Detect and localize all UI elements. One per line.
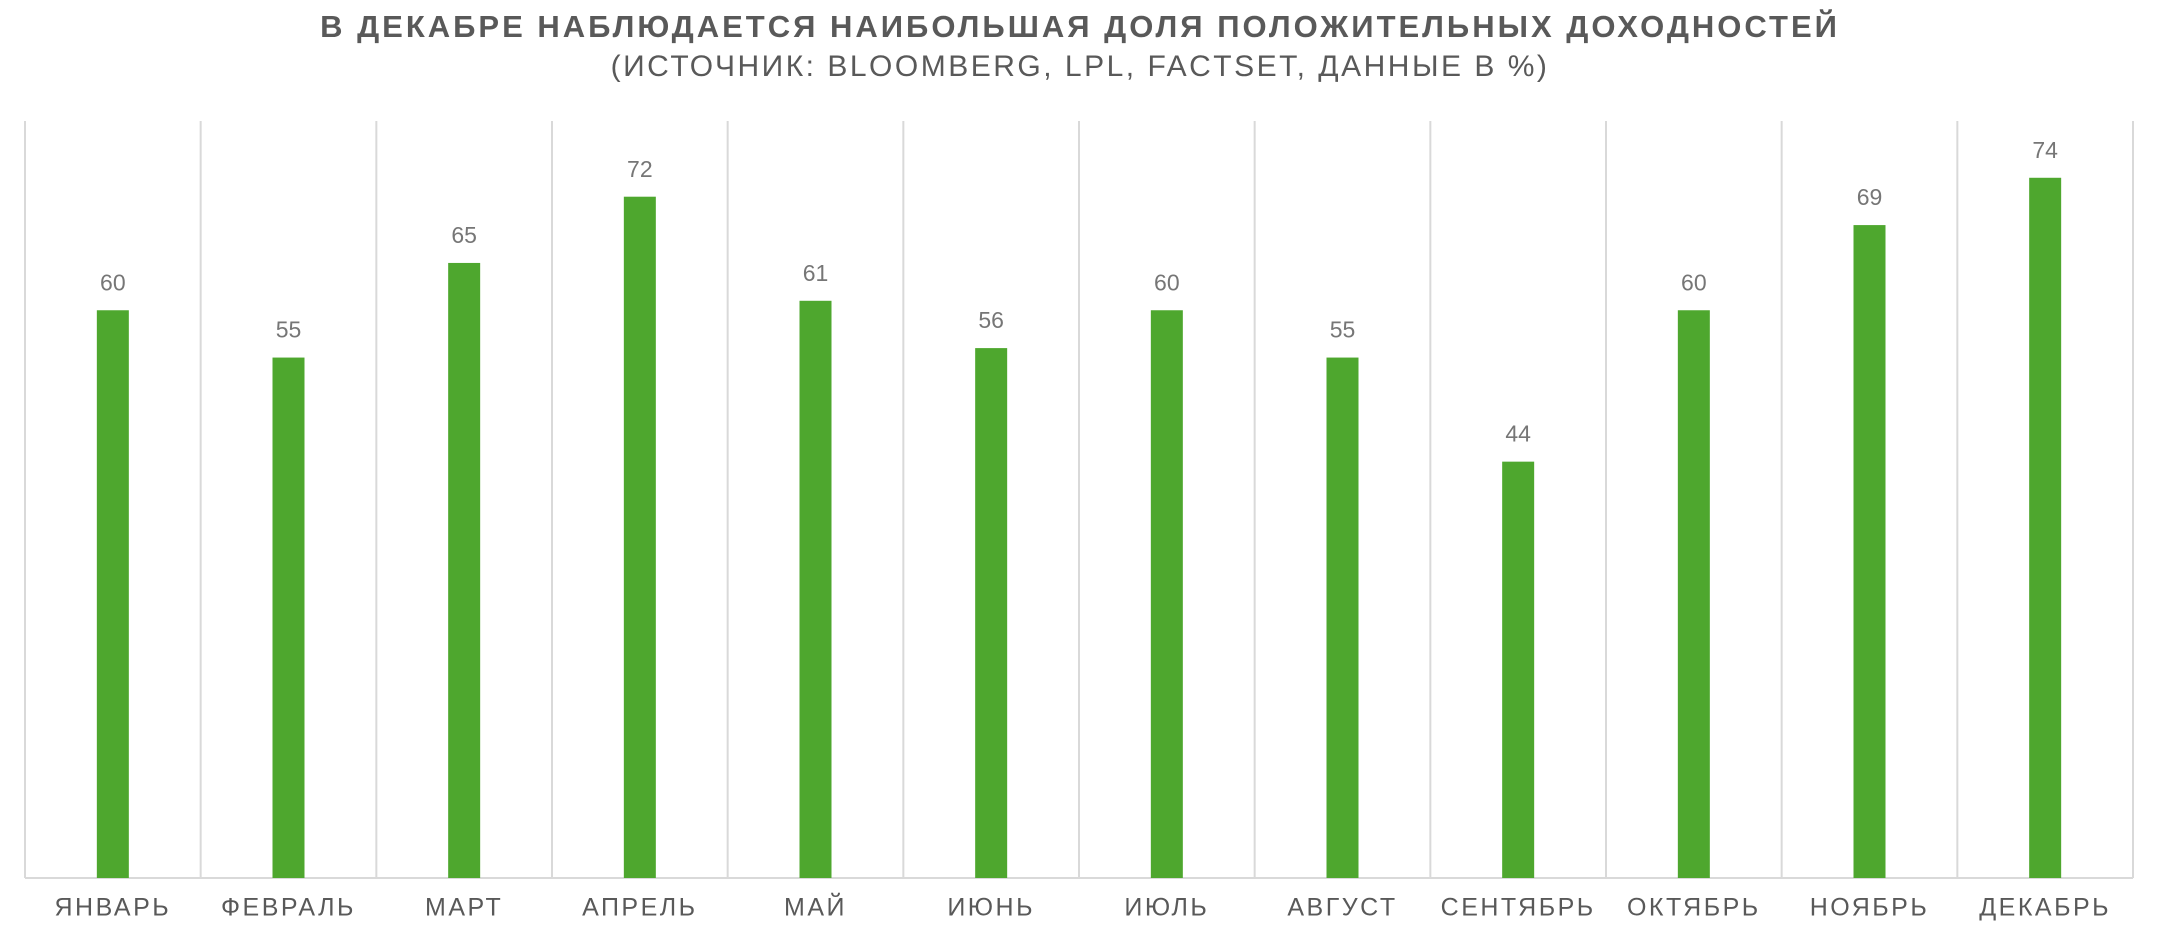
data-label: 69 <box>1857 184 1883 210</box>
x-tick-label: ДЕКАБРЬ <box>1979 894 2111 922</box>
bar <box>448 262 481 878</box>
x-tick-label: АВГУСТ <box>1287 894 1397 922</box>
chart-title: В ДЕКАБРЕ НАБЛЮДАЕТСЯ НАИБОЛЬШАЯ ДОЛЯ ПО… <box>320 8 1840 44</box>
x-tick-label: МАРТ <box>425 894 503 922</box>
data-label: 65 <box>451 222 477 248</box>
data-label: 55 <box>1330 317 1356 343</box>
x-tick-label: ЯНВАРЬ <box>54 894 171 922</box>
data-label: 60 <box>1154 269 1180 295</box>
x-tick-label: НОЯБРЬ <box>1810 894 1930 922</box>
data-label: 60 <box>100 269 126 295</box>
data-label: 56 <box>978 307 1004 333</box>
x-tick-label: ФЕВРАЛЬ <box>221 894 356 922</box>
x-tick-label: ОКТЯБРЬ <box>1627 894 1761 922</box>
bar <box>799 300 832 879</box>
bar <box>1853 225 1886 878</box>
bar <box>1677 310 1710 878</box>
x-tick-label: ИЮЛЬ <box>1124 894 1209 922</box>
x-tick-label: СЕНТЯБРЬ <box>1441 894 1596 922</box>
bar <box>1326 357 1359 878</box>
x-tick-label: АПРЕЛЬ <box>582 894 698 922</box>
data-label: 74 <box>2032 137 2058 163</box>
data-label: 60 <box>1681 269 1707 295</box>
x-tick-label: ИЮНЬ <box>947 894 1035 922</box>
bar <box>975 348 1008 879</box>
data-label: 61 <box>803 260 829 286</box>
data-label: 44 <box>1505 421 1531 447</box>
data-label: 72 <box>627 156 653 182</box>
data-label: 55 <box>276 317 302 343</box>
bar <box>96 310 129 878</box>
chart-subtitle: (ИСТОЧНИК: BLOOMBERG, LPL, FACTSET, ДАНН… <box>611 50 1550 83</box>
bar <box>272 357 305 878</box>
bar <box>1502 461 1535 878</box>
bar <box>1150 310 1183 878</box>
bar <box>2029 177 2062 878</box>
bar <box>623 196 656 878</box>
x-tick-label: МАЙ <box>784 892 847 922</box>
